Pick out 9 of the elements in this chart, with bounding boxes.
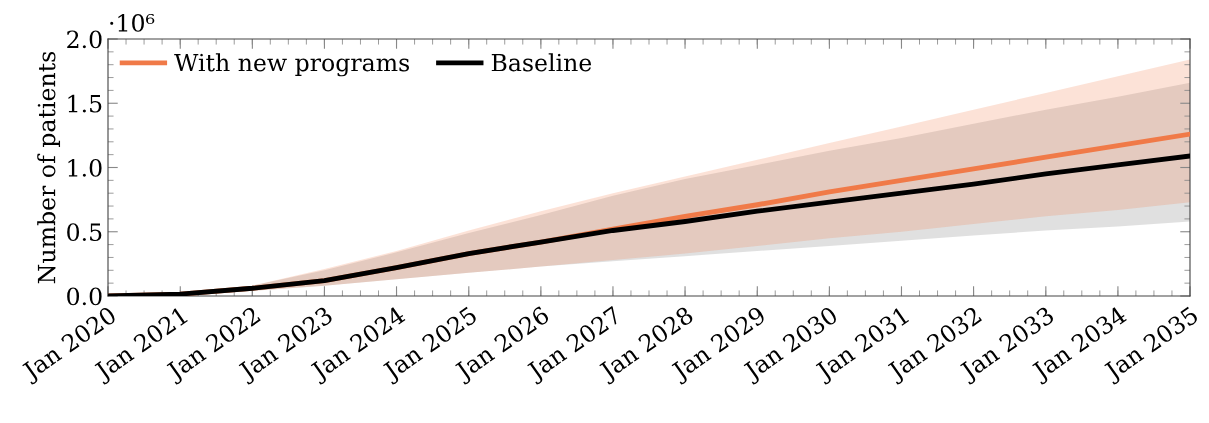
y-tick-label: 0.0 xyxy=(67,287,102,306)
y-axis-title: Number of patients xyxy=(37,51,61,284)
y-tick-label: 0.5 xyxy=(67,223,102,242)
text: ·10⁶ xyxy=(110,14,155,32)
y-tick-label: 2.0 xyxy=(67,30,102,49)
legend-label: With new programs xyxy=(174,53,409,77)
y-tick-label: 1.5 xyxy=(68,94,102,113)
y-tick-label: 1.0 xyxy=(68,158,102,177)
legend-label: Baseline xyxy=(491,53,592,72)
